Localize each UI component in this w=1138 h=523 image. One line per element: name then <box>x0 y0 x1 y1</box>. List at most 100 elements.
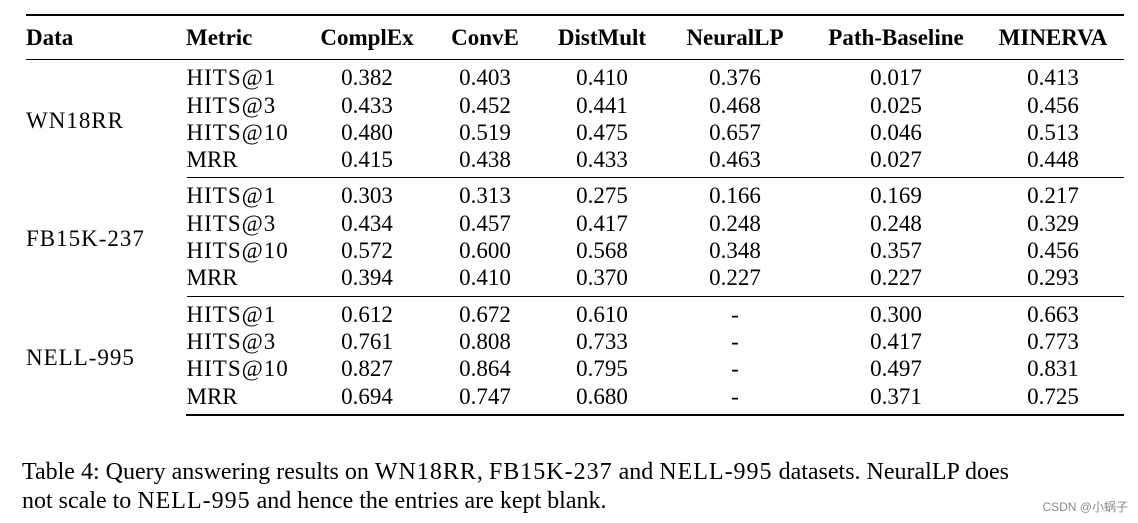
header-row: Data Metric ComplEx ConvE DistMult Neura… <box>26 14 1124 61</box>
header-neurallp: NeuralLP <box>660 14 810 61</box>
value-cell: 0.864 <box>459 356 511 382</box>
value-cell: 0.169 <box>870 183 922 209</box>
value-cell: 0.403 <box>459 65 511 91</box>
table-row: NELL-995 HITS@1 0.612 0.672 0.610 - 0.300 0.663 <box>26 296 1124 370</box>
table-row: HITS@10 0.572 0.600 0.568 0.348 0.357 0.456 <box>26 237 1124 264</box>
value-cell: 0.610 <box>576 301 628 327</box>
metric-cell: HITS@1 <box>186 301 277 327</box>
header-data: Data <box>26 14 186 61</box>
value-cell: 0.371 <box>810 382 982 416</box>
table-caption: Table 4: Query answering results on WN18… <box>22 458 1132 516</box>
value-cell: 0.513 <box>1027 119 1079 145</box>
caption-text: not scale to <box>22 488 138 514</box>
value-cell: 0.463 <box>660 146 810 179</box>
caption-label: Table 4: <box>22 459 100 485</box>
value-cell: 0.227 <box>810 264 982 297</box>
caption-text: Query answering results on <box>99 459 375 485</box>
value-cell: 0.410 <box>576 65 628 91</box>
metric-cell: HITS@3 <box>186 328 277 354</box>
header-minerva: MINERVA <box>982 14 1124 61</box>
table-row: MRR 0.394 0.410 0.370 0.227 0.227 0.293 <box>26 264 1124 297</box>
value-cell: - <box>731 356 739 382</box>
caption-dataset: FB15K-237 <box>488 459 613 485</box>
value-cell: - <box>731 301 739 327</box>
value-cell: 0.434 <box>341 210 393 236</box>
metric-cell: HITS@3 <box>186 210 277 236</box>
value-cell: 0.657 <box>709 119 761 145</box>
value-cell: 0.680 <box>544 382 660 416</box>
value-cell: 0.808 <box>459 328 511 354</box>
table-row: HITS@3 0.761 0.808 0.733 - 0.417 0.773 <box>26 328 1124 355</box>
value-cell: 0.519 <box>459 119 511 145</box>
value-cell: 0.382 <box>341 65 393 91</box>
value-cell: 0.457 <box>459 210 511 236</box>
caption-dataset: WN18RR <box>374 459 477 485</box>
value-cell: 0.568 <box>576 238 628 264</box>
value-cell: 0.027 <box>810 146 982 179</box>
results-table-container: Data Metric ComplEx ConvE DistMult Neura… <box>26 14 1124 416</box>
metric-cell: MRR <box>186 382 308 416</box>
value-cell: 0.166 <box>709 183 761 209</box>
value-cell: 0.248 <box>709 210 761 236</box>
metric-cell: MRR <box>186 264 308 297</box>
value-cell: - <box>731 328 739 354</box>
value-cell: 0.275 <box>576 183 628 209</box>
value-cell: 0.413 <box>1027 65 1079 91</box>
value-cell: 0.248 <box>870 210 922 236</box>
metric-cell: HITS@1 <box>186 183 277 209</box>
table-row: HITS@10 0.827 0.864 0.795 - 0.497 0.831 <box>26 355 1124 382</box>
value-cell: 0.357 <box>870 238 922 264</box>
value-cell: 0.438 <box>426 146 544 179</box>
table-row: HITS@3 0.434 0.457 0.417 0.248 0.248 0.329 <box>26 210 1124 237</box>
value-cell: 0.725 <box>982 382 1124 416</box>
value-cell: 0.456 <box>1027 92 1079 118</box>
value-cell: 0.046 <box>870 119 922 145</box>
value-cell: 0.456 <box>1027 238 1079 264</box>
value-cell: 0.433 <box>341 92 393 118</box>
value-cell: 0.227 <box>660 264 810 297</box>
table-row: FB15K-237 HITS@1 0.303 0.313 0.275 0.166 0.169… <box>26 178 1124 251</box>
dataset-cell: WN18RR <box>26 108 124 134</box>
value-cell: 0.217 <box>1027 183 1079 209</box>
header-conve: ConvE <box>426 14 544 61</box>
dataset-cell: FB15K-237 <box>26 226 145 252</box>
value-cell: 0.452 <box>459 92 511 118</box>
caption-text: and hence the entries are kept blank. <box>250 488 607 514</box>
value-cell: 0.348 <box>709 238 761 264</box>
value-cell: 0.017 <box>870 65 922 91</box>
value-cell: 0.300 <box>870 301 922 327</box>
value-cell: 0.773 <box>1027 328 1079 354</box>
value-cell: 0.480 <box>341 119 393 145</box>
metric-cell: HITS@3 <box>186 92 277 118</box>
value-cell: 0.303 <box>341 183 393 209</box>
value-cell: 0.468 <box>709 92 761 118</box>
value-cell: 0.293 <box>982 264 1124 297</box>
value-cell: 0.417 <box>576 210 628 236</box>
header-path-baseline: Path-Baseline <box>810 14 982 61</box>
table-row: WN18RR HITS@1 0.382 0.403 0.410 0.376 0.017 0.4… <box>26 60 1124 133</box>
value-cell: 0.417 <box>870 328 922 354</box>
watermark: CSDN @小蜗子 <box>1042 500 1128 514</box>
value-cell: 0.733 <box>576 328 628 354</box>
metric-cell: HITS@10 <box>186 238 289 264</box>
value-cell: 0.663 <box>1027 301 1079 327</box>
value-cell: 0.448 <box>982 146 1124 179</box>
value-cell: 0.394 <box>308 264 426 297</box>
results-table: Data Metric ComplEx ConvE DistMult Neura… <box>26 14 1124 416</box>
value-cell: 0.433 <box>544 146 660 179</box>
value-cell: 0.329 <box>1027 210 1079 236</box>
value-cell: 0.376 <box>709 65 761 91</box>
caption-dataset: NELL-995 <box>137 488 251 514</box>
value-cell: 0.694 <box>308 382 426 416</box>
header-distmult: DistMult <box>544 14 660 61</box>
table-row: MRR 0.694 0.747 0.680-0.371 0.725 <box>26 382 1124 416</box>
value-cell: 0.612 <box>341 301 393 327</box>
caption-text: , <box>476 459 489 485</box>
table-body: WN18RR HITS@1 0.382 0.403 0.410 0.376 0.017 0.4… <box>26 60 1124 416</box>
table-row: HITS@3 0.433 0.452 0.441 0.468 0.025 0.456 <box>26 92 1124 119</box>
value-cell: 0.795 <box>576 356 628 382</box>
metric-cell: MRR <box>186 146 308 179</box>
header-complex: ComplEx <box>308 14 426 61</box>
value-cell: 0.761 <box>341 328 393 354</box>
value-cell: 0.370 <box>544 264 660 297</box>
